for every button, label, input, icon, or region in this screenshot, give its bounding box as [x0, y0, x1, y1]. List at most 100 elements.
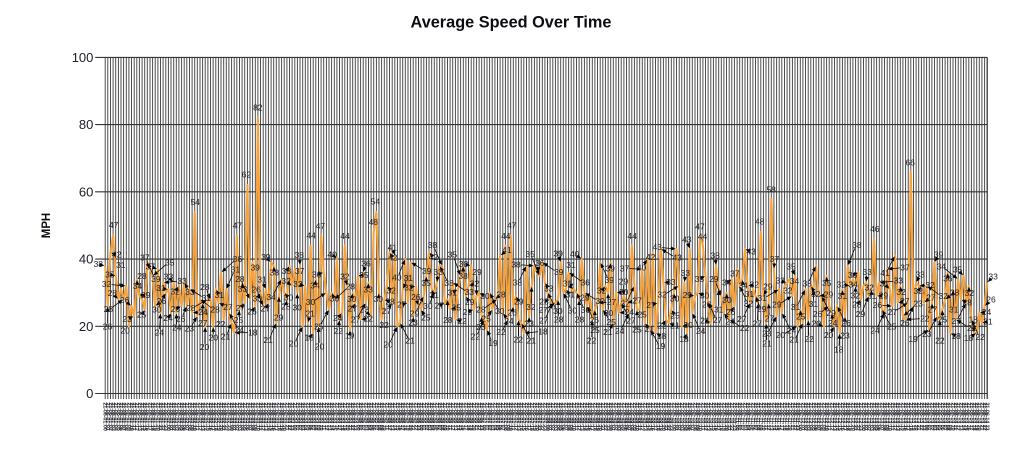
svg-text:39: 39 [554, 267, 564, 277]
svg-text:21-06-08:09: 21-06-08:09 [568, 402, 574, 430]
svg-text:21-06-04 21: 21-06-04 21 [347, 402, 353, 430]
svg-text:22: 22 [935, 336, 945, 346]
svg-text:21-06-02:07: 21-06-02:07 [183, 402, 189, 430]
svg-text:26: 26 [590, 315, 600, 325]
svg-text:28: 28 [104, 304, 114, 314]
svg-text:36: 36 [535, 258, 545, 268]
svg-text:21-06-14 08: 21-06-14 08 [944, 402, 950, 430]
svg-text:26: 26 [841, 318, 851, 328]
svg-text:29: 29 [274, 312, 284, 322]
svg-text:30: 30 [619, 287, 629, 297]
svg-text:28: 28 [235, 274, 245, 284]
svg-text:28: 28 [443, 315, 453, 325]
svg-text:21-06-06 23: 21-06-06 23 [478, 402, 484, 430]
svg-text:27: 27 [626, 316, 636, 326]
svg-text:21-06-07 01: 21-06-07 01 [483, 402, 489, 430]
svg-text:21-06-02:01: 21-06-02:01 [167, 402, 173, 430]
svg-text:21-06-07:11: 21-06-07:11 [510, 402, 516, 430]
svg-text:21-06-02:12: 21-06-02:12 [196, 402, 202, 430]
svg-text:24: 24 [870, 325, 880, 335]
svg-text:20: 20 [824, 330, 834, 340]
svg-text:18: 18 [834, 344, 844, 354]
svg-text:22: 22 [457, 316, 467, 326]
svg-text:32: 32 [925, 280, 935, 290]
svg-text:37: 37 [140, 252, 150, 262]
svg-text:21-06-12:10: 21-06-12:10 [823, 402, 829, 430]
svg-text:28: 28 [554, 315, 564, 325]
svg-text:21-06-14 15: 21-06-14 15 [963, 402, 969, 430]
svg-text:24: 24 [982, 307, 992, 317]
svg-text:21-06-14 12: 21-06-14 12 [955, 402, 961, 430]
svg-text:21-06-04 23: 21-06-04 23 [352, 402, 358, 430]
svg-text:21-06-08:03: 21-06-08:03 [552, 402, 558, 430]
svg-text:21: 21 [263, 335, 273, 345]
svg-text:35: 35 [953, 264, 963, 274]
svg-text:21-06-12:09: 21-06-12:09 [820, 402, 826, 430]
svg-text:21-06-10:16: 21-06-10:16 [712, 402, 718, 430]
svg-text:21-06-10:04: 21-06-10:04 [681, 402, 687, 431]
svg-text:21-06-10:21: 21-06-10:21 [726, 402, 732, 430]
svg-text:21-06-06 03: 21-06-06 03 [425, 402, 431, 430]
svg-text:21-06-08:22: 21-06-08:22 [602, 402, 608, 430]
svg-text:21-06-05 12: 21-06-05 12 [386, 402, 392, 430]
svg-text:36: 36 [848, 270, 858, 280]
svg-text:21-06-05 22: 21-06-05 22 [412, 402, 418, 430]
svg-text:29: 29 [856, 309, 866, 319]
svg-text:21-06-14 11: 21-06-14 11 [952, 402, 958, 430]
svg-text:21-06-02:19: 21-06-02:19 [215, 402, 221, 430]
svg-text:21-06-02:09: 21-06-02:09 [189, 402, 195, 430]
svg-text:33: 33 [666, 277, 676, 287]
svg-text:21-06-05 13: 21-06-05 13 [389, 402, 395, 430]
svg-text:18: 18 [951, 331, 961, 341]
svg-text:38: 38 [852, 240, 862, 250]
svg-text:22: 22 [334, 326, 344, 336]
svg-text:21-06-11:12: 21-06-11:12 [765, 402, 771, 430]
svg-text:35: 35 [786, 262, 796, 272]
svg-text:21-06-12:20: 21-06-12:20 [849, 402, 855, 430]
svg-text:21-06-05 23: 21-06-05 23 [415, 402, 421, 430]
svg-text:40: 40 [327, 249, 337, 259]
svg-text:35: 35 [448, 250, 458, 260]
svg-text:21: 21 [527, 335, 537, 345]
svg-text:21-06-09:23: 21-06-09:23 [668, 402, 674, 430]
svg-text:25: 25 [887, 321, 897, 331]
svg-text:21-06-08:04: 21-06-08:04 [554, 402, 560, 431]
svg-text:24: 24 [696, 326, 706, 336]
svg-text:21-06-03:05: 21-06-03:05 [241, 402, 247, 430]
svg-text:21-06-14 21: 21-06-14 21 [978, 402, 984, 430]
svg-text:22: 22 [975, 332, 985, 342]
svg-text:21-06-11:06: 21-06-11:06 [749, 402, 755, 430]
svg-text:21-06-04 17: 21-06-04 17 [336, 402, 342, 430]
svg-text:31: 31 [429, 290, 439, 300]
svg-text:21-06-08:23: 21-06-08:23 [605, 402, 611, 430]
svg-text:21-06-06 20: 21-06-06 20 [470, 402, 476, 430]
svg-text:29: 29 [683, 290, 693, 300]
svg-text:21-06-02:03: 21-06-02:03 [173, 402, 179, 430]
svg-text:24: 24 [787, 326, 797, 336]
svg-text:21-06-05 14: 21-06-05 14 [391, 402, 397, 431]
svg-text:23: 23 [922, 329, 932, 339]
svg-text:22: 22 [587, 335, 597, 345]
svg-text:24: 24 [333, 313, 343, 323]
svg-text:21-06-07:09: 21-06-07:09 [504, 402, 510, 430]
svg-text:39: 39 [422, 266, 432, 276]
svg-text:32: 32 [597, 286, 607, 296]
svg-text:47: 47 [109, 220, 119, 230]
svg-text:33: 33 [988, 271, 998, 281]
svg-text:21-06-08:18: 21-06-08:18 [591, 402, 597, 430]
svg-text:36: 36 [943, 274, 953, 284]
svg-text:38: 38 [444, 278, 454, 288]
svg-text:28: 28 [962, 298, 972, 308]
svg-text:20: 20 [383, 340, 393, 350]
svg-text:23: 23 [476, 322, 486, 332]
svg-text:21-06-01:16: 21-06-01:16 [144, 402, 150, 430]
svg-text:18: 18 [304, 333, 314, 343]
svg-text:33: 33 [185, 287, 195, 297]
svg-text:48: 48 [755, 217, 765, 227]
svg-text:21-06-03:14: 21-06-03:14 [265, 402, 271, 431]
svg-text:21-06-07:15: 21-06-07:15 [520, 402, 526, 430]
svg-text:21-06-05 08: 21-06-05 08 [375, 402, 381, 430]
svg-text:31: 31 [949, 305, 959, 315]
svg-text:21-06-14 22: 21-06-14 22 [981, 402, 987, 430]
svg-text:21-06-04 13: 21-06-04 13 [325, 402, 331, 430]
